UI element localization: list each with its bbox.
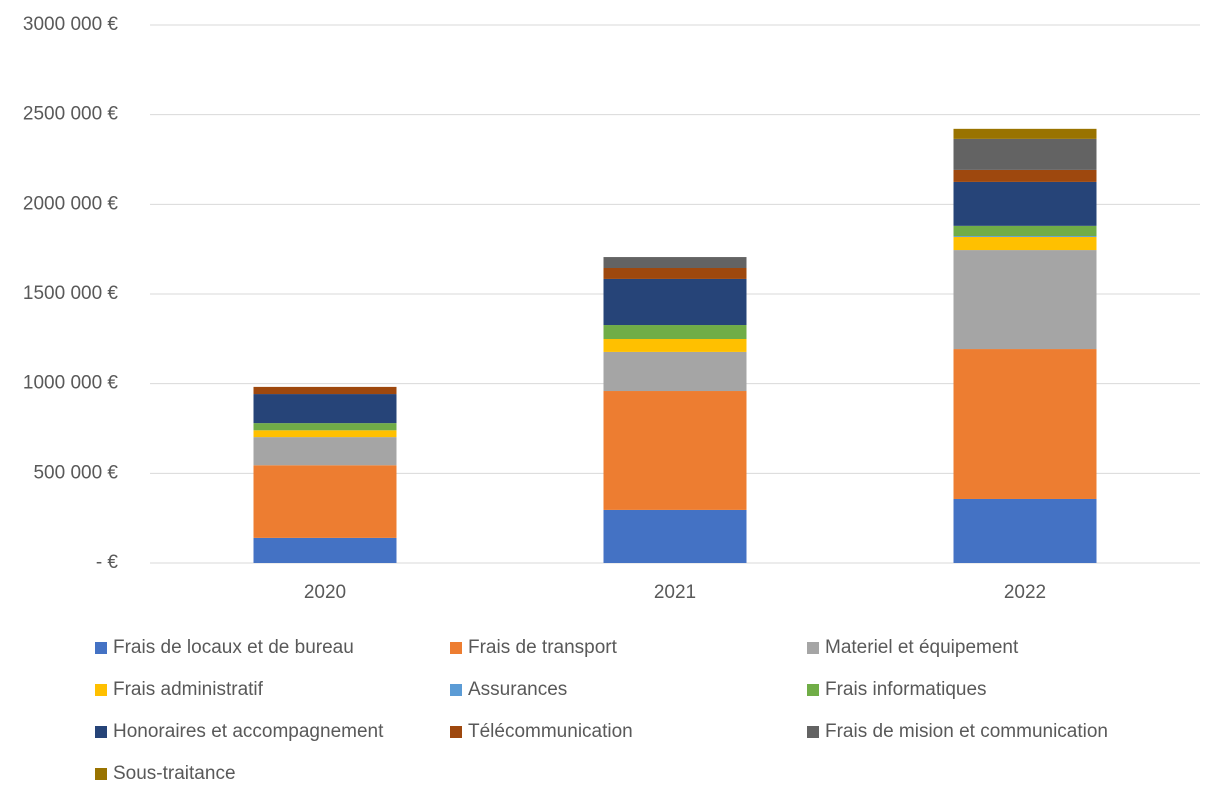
bar-segment [953,349,1097,499]
legend-swatch [450,684,462,696]
bar-segment [603,257,747,268]
x-tick-label: 2022 [1004,582,1046,603]
bar-segment [953,250,1097,350]
y-tick-label: 1000 000 € [23,373,119,394]
legend-label: Frais administratif [113,679,264,700]
legend-swatch [450,726,462,738]
bar-segment [603,339,747,352]
legend-swatch [807,642,819,654]
bar-segment [253,537,397,563]
bar-segment [603,509,747,563]
legend-label: Frais informatiques [825,679,987,700]
bar-segment [253,437,397,466]
legend-swatch [807,684,819,696]
legend-label: Sous-traitance [113,763,236,784]
legend-swatch [450,642,462,654]
legend-swatch [807,726,819,738]
legend-label: Télécommunication [468,721,633,742]
y-tick-label: 500 000 € [33,462,118,483]
y-tick-label: 3000 000 € [23,14,119,35]
legend-swatch [95,684,107,696]
bar-segment [953,236,1097,251]
y-tick-label: 2000 000 € [23,193,119,214]
legend-swatch [95,768,107,780]
bar-segment [953,181,1097,226]
bar-segment [253,430,397,438]
bar-segment [603,267,747,279]
bar-segment [953,169,1097,182]
legend-label: Materiel et équipement [825,637,1019,658]
legend-swatch [95,642,107,654]
legend-label: Honoraires et accompagnement [113,721,384,742]
bar-segment [603,278,747,326]
legend-label: Assurances [468,679,567,700]
bar-segment [603,391,747,510]
legend-label: Frais de mision et communication [825,721,1108,742]
y-tick-label: 2500 000 € [23,104,119,125]
legend-swatch [95,726,107,738]
y-tick-label: - € [96,552,119,573]
bar-segment [953,128,1097,139]
bar-segment [603,351,747,392]
bar-segment [253,465,397,538]
bar-segment [953,138,1097,170]
legend-label: Frais de locaux et de bureau [113,637,354,658]
bar-segment [953,225,1097,237]
y-tick-label: 1500 000 € [23,283,119,304]
bar-segment [953,498,1097,563]
bar-segment [253,423,397,431]
x-tick-label: 2021 [654,582,696,603]
bar-segment [253,386,397,395]
legend-label: Frais de transport [468,637,618,658]
bar-segment [953,236,1097,237]
bar-segment [253,394,397,424]
bar-segment [603,325,747,340]
x-tick-label: 2020 [304,582,346,603]
